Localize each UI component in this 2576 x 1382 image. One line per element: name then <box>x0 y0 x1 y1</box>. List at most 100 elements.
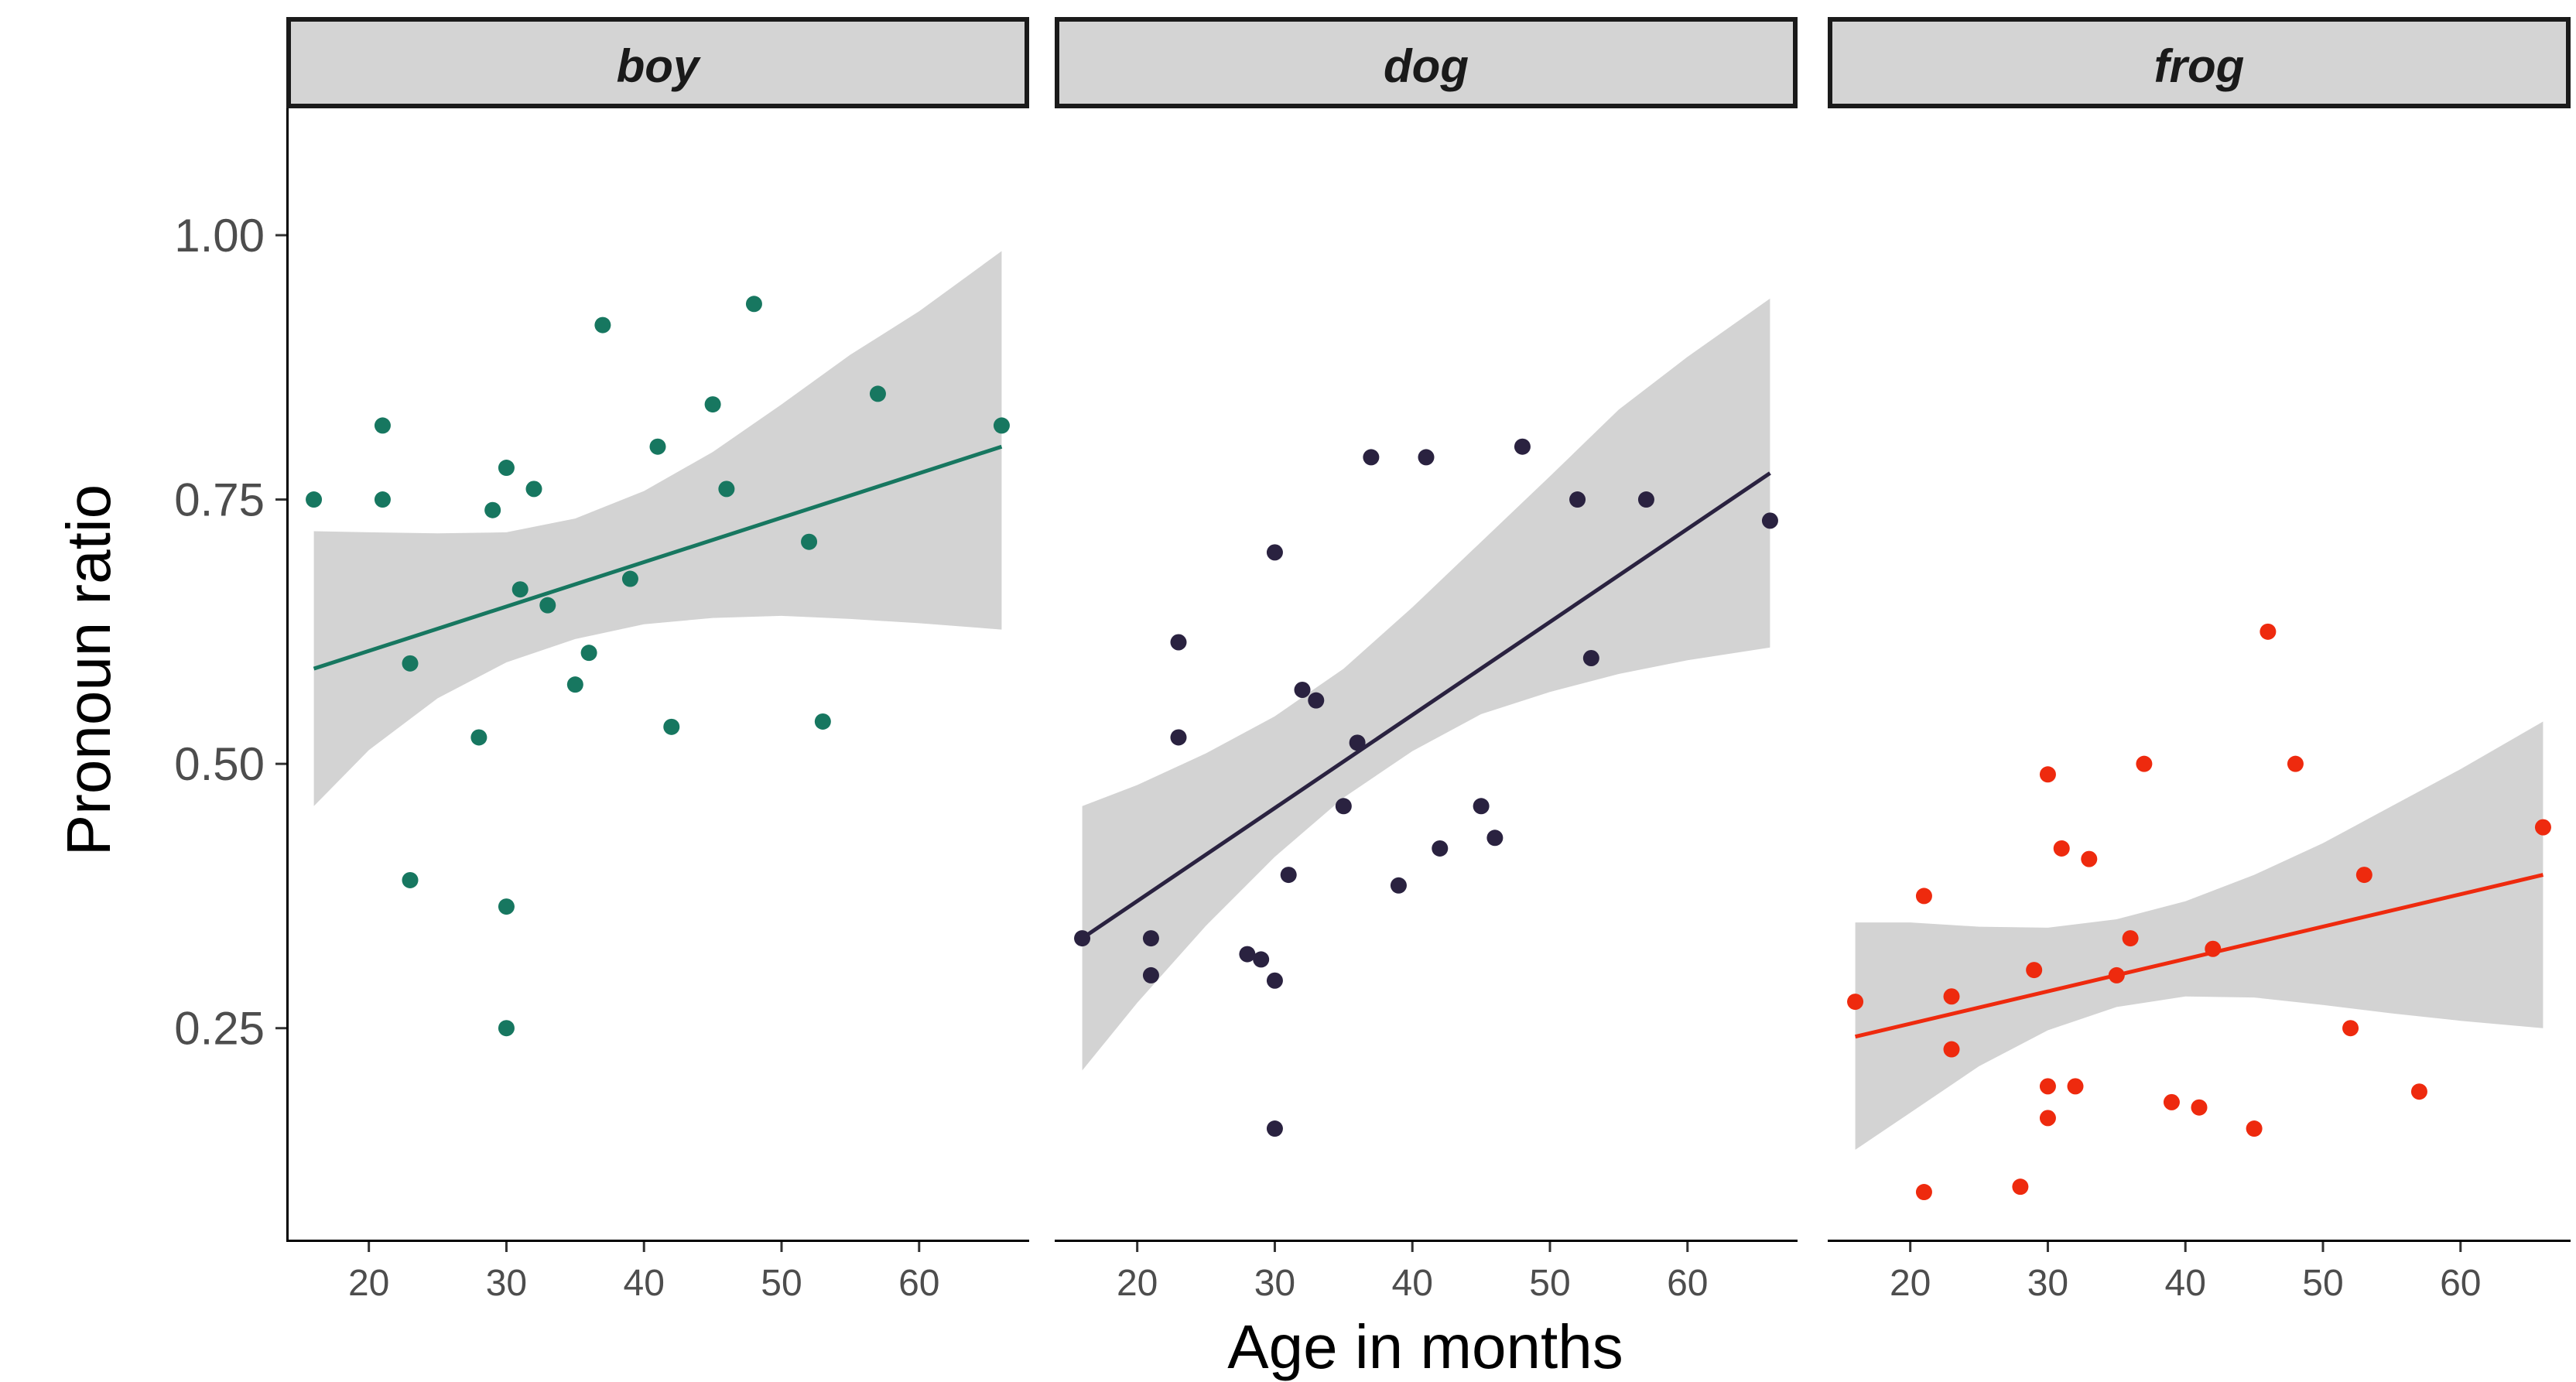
data-point <box>1390 877 1407 894</box>
data-point <box>1915 888 1932 905</box>
data-point <box>306 491 323 508</box>
data-point <box>2534 819 2551 836</box>
facets-layer: boy 20 30 40 50 60 dog 20 30 40 50 60 frog 20 30 40 50 60 <box>286 17 2571 1304</box>
data-point <box>1266 544 1283 561</box>
data-point <box>511 581 529 598</box>
regression-line <box>313 444 1003 671</box>
data-point <box>2191 1099 2208 1116</box>
data-point <box>2122 930 2139 947</box>
confidence-band <box>1082 298 1770 1071</box>
x-tick-label: 30 <box>1254 1263 1295 1304</box>
y-axis: 0.25 0.50 0.75 1.00 <box>174 108 289 1242</box>
y-tick-label: 0.75 <box>174 474 265 526</box>
regression-line <box>1081 471 1771 940</box>
data-point <box>1349 734 1366 751</box>
x-tick-label: 20 <box>1117 1263 1158 1304</box>
data-point <box>1170 729 1187 746</box>
data-point <box>1142 966 1159 983</box>
confidence-band <box>1855 721 2544 1150</box>
data-point <box>2012 1178 2029 1196</box>
y-axis-title: Pronoun ratio <box>54 484 123 856</box>
data-point <box>1170 634 1187 651</box>
x-axis-title: Age in months <box>1227 1312 1623 1381</box>
x-tick-label: 30 <box>2027 1263 2068 1304</box>
data-point <box>2205 940 2222 957</box>
data-point <box>594 316 611 334</box>
data-point <box>1943 988 1960 1005</box>
data-point <box>2026 962 2043 979</box>
x-tick-label: 60 <box>898 1263 939 1304</box>
data-point <box>814 713 831 730</box>
x-tick-label: 50 <box>2302 1263 2343 1304</box>
data-point <box>402 655 419 672</box>
data-point <box>1363 449 1380 466</box>
facet-strip-label: dog <box>1384 40 1469 92</box>
data-point <box>1569 491 1586 508</box>
data-point <box>2355 867 2372 884</box>
data-point <box>1486 830 1504 847</box>
x-tick-label: 50 <box>1529 1263 1570 1304</box>
data-point <box>649 438 666 455</box>
data-point <box>1473 798 1490 815</box>
data-point <box>2246 1120 2263 1137</box>
facet-strip-label: frog <box>2154 40 2245 92</box>
data-point <box>2039 1110 2056 1127</box>
data-point <box>718 481 735 498</box>
data-point <box>498 1020 515 1037</box>
data-point <box>2163 1093 2180 1110</box>
x-tick-label: 60 <box>2440 1263 2481 1304</box>
data-point <box>1239 946 1256 963</box>
x-tick-label: 20 <box>1890 1263 1931 1304</box>
x-tick-label: 40 <box>1392 1263 1433 1304</box>
data-point <box>2287 755 2304 772</box>
x-tick-label: 40 <box>2165 1263 2206 1304</box>
data-point <box>402 871 419 888</box>
data-point <box>1294 681 1311 698</box>
data-point <box>2342 1020 2359 1037</box>
data-point <box>525 481 542 498</box>
data-point <box>2108 966 2125 983</box>
data-point <box>2039 1078 2056 1095</box>
confidence-band <box>313 251 1002 806</box>
data-point <box>374 491 391 508</box>
x-tick-label: 30 <box>486 1263 527 1304</box>
y-tick-label: 0.50 <box>174 738 265 790</box>
data-point <box>1637 491 1654 508</box>
data-point <box>498 460 515 477</box>
data-point <box>1074 930 1091 947</box>
data-point <box>1280 867 1297 884</box>
data-point <box>2053 840 2070 857</box>
data-point <box>1142 930 1159 947</box>
data-point <box>1308 692 1325 709</box>
data-point <box>1915 1184 1932 1201</box>
data-point <box>2136 755 2153 772</box>
data-point <box>745 296 762 313</box>
facet-strip <box>1055 17 1798 108</box>
data-point <box>1266 972 1283 989</box>
data-point <box>1761 512 1778 529</box>
data-point <box>566 676 583 693</box>
y-tick-label: 0.25 <box>174 1003 265 1055</box>
facet-strip <box>286 17 1029 108</box>
regression-line <box>1854 873 2544 1039</box>
facet-strip <box>1828 17 2571 108</box>
data-point <box>484 501 501 518</box>
data-point <box>1266 1120 1283 1137</box>
data-point <box>869 385 886 402</box>
x-tick-label: 50 <box>761 1263 802 1304</box>
facet-frog: frog 20 30 40 50 60 <box>1828 17 2571 1304</box>
data-point <box>663 718 680 735</box>
data-point <box>374 417 391 434</box>
data-point <box>2067 1078 2084 1095</box>
data-point <box>1335 798 1352 815</box>
data-point <box>470 729 487 746</box>
y-tick-label: 1.00 <box>174 210 265 262</box>
facet-strip-label: boy <box>617 40 701 92</box>
data-point <box>1847 994 1864 1011</box>
facet-dog: dog 20 30 40 50 60 <box>1055 17 1798 1304</box>
data-point <box>1432 840 1449 857</box>
x-tick-label: 60 <box>1667 1263 1708 1304</box>
data-point <box>498 898 515 915</box>
data-point <box>621 570 638 587</box>
